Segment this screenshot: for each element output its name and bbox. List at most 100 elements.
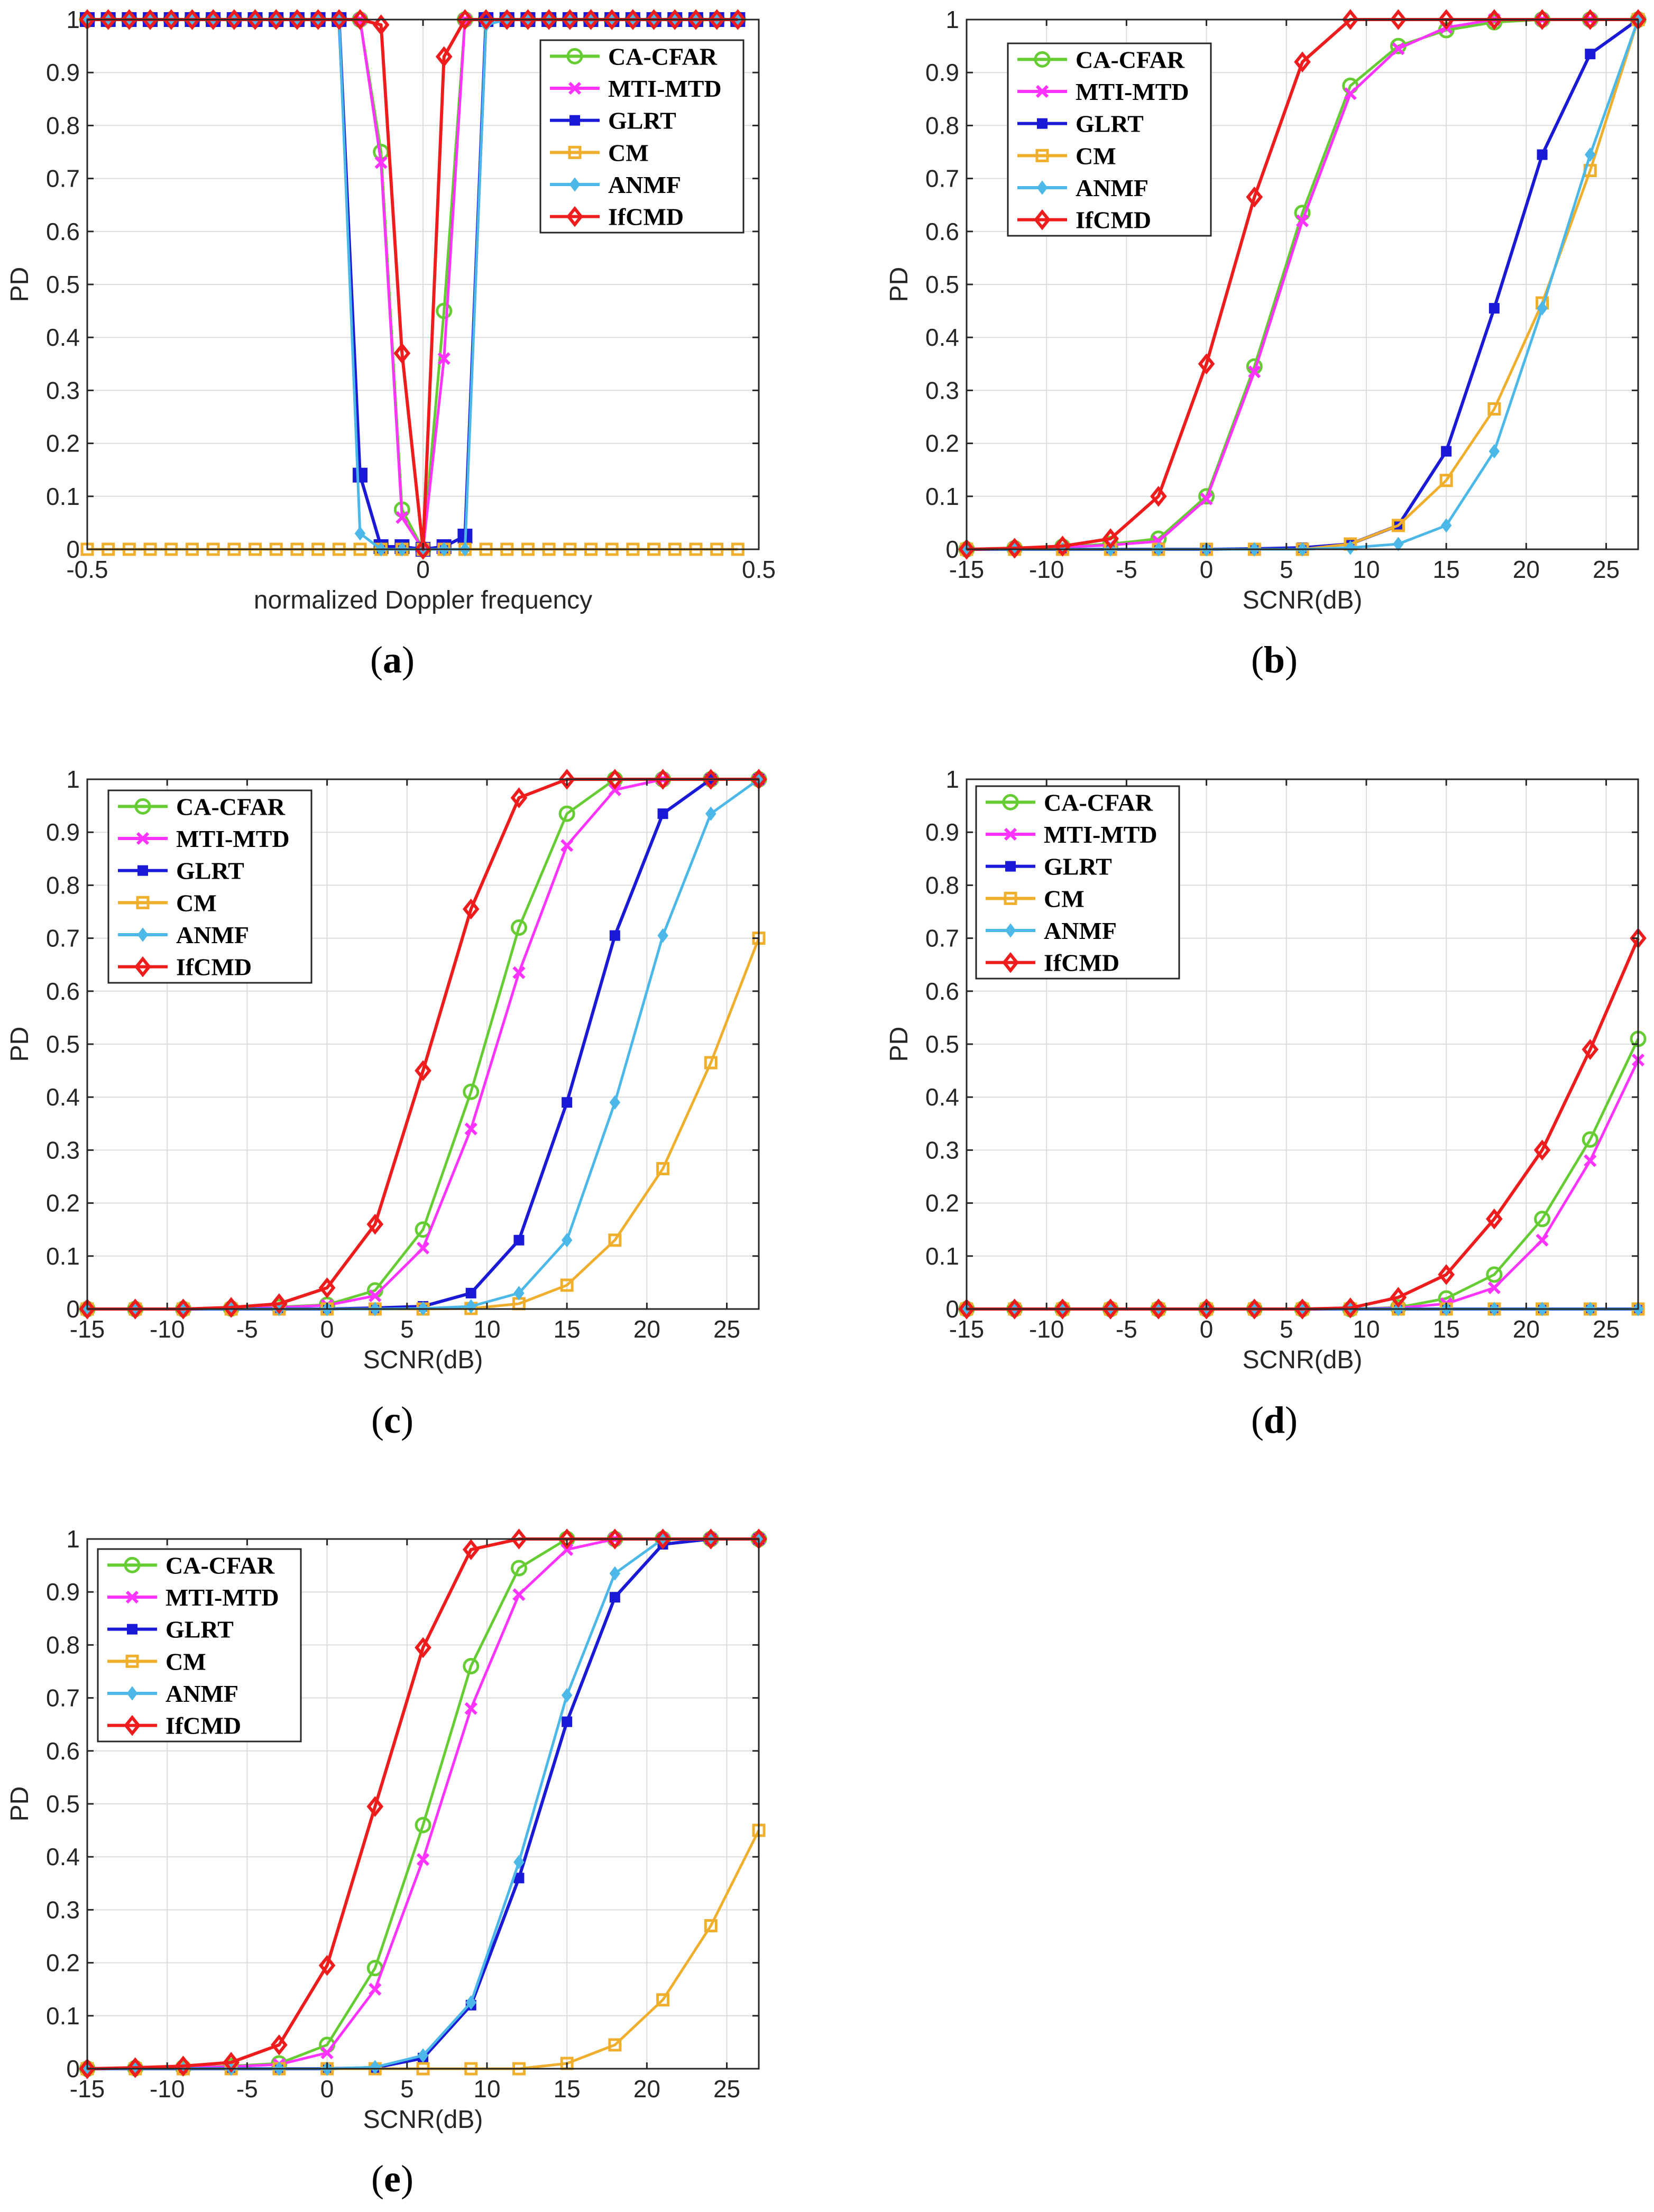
legend-marker (137, 865, 148, 876)
legend-entry-mti-mtd: MTI-MTD (107, 1584, 279, 1611)
legend-marker (124, 1715, 141, 1736)
legend-entry-cm: CM (986, 885, 1085, 912)
data-point-mti-mtd (437, 352, 451, 365)
y-tick-label: 0.8 (925, 112, 959, 139)
data-point-ifcmd (126, 2057, 144, 2078)
legend-marker (568, 81, 582, 95)
data-point-mti-mtd (1536, 1233, 1549, 1247)
data-point-mti-mtd (1200, 492, 1213, 505)
data-point-ifcmd (1006, 1298, 1023, 1320)
legend-label: GLRT (1044, 853, 1112, 880)
x-tick-label: -5 (1116, 1315, 1137, 1343)
y-tick-label: 0.4 (46, 1083, 80, 1111)
x-tick-label: -10 (1029, 1315, 1064, 1343)
legend-label: ANMF (1044, 917, 1117, 944)
x-tick-label: -0.5 (66, 556, 108, 583)
y-tick-label: 0.2 (46, 430, 80, 457)
y-tick-label: 0.7 (46, 1684, 80, 1712)
data-point-ifcmd (607, 769, 623, 790)
y-tick-label: 0.5 (46, 1790, 80, 1818)
x-tick-label: 25 (713, 1315, 740, 1343)
data-point-anmf (465, 1995, 476, 2010)
data-point-mti-mtd (608, 783, 621, 797)
legend-entry-anmf: ANMF (107, 1680, 238, 1707)
data-point-mti-mtd (560, 839, 574, 852)
legend-entry-anmf: ANMF (118, 921, 249, 948)
y-tick-label: 0.1 (925, 483, 959, 510)
legend-entry-cm: CM (1017, 142, 1116, 169)
x-tick-label: -15 (70, 2075, 105, 2103)
data-point-ifcmd (462, 898, 480, 920)
legend-marker (134, 798, 151, 815)
data-point-ifcmd (352, 9, 369, 30)
legend-label: GLRT (176, 858, 244, 884)
data-point-ifcmd (702, 769, 720, 790)
legend-marker (134, 956, 151, 978)
legend-box (107, 789, 313, 984)
legend-marker (569, 115, 580, 126)
legend: CA-CFAR MTI-MTD GLRT CM ANMF IfCMD (1007, 42, 1212, 237)
legend-entry-ca-cfar: CA-CFAR (107, 1552, 275, 1579)
data-point-ifcmd (318, 1277, 336, 1298)
x-tick-label: 0 (320, 1315, 334, 1343)
y-tick-label: 0 (66, 2055, 80, 2082)
data-point-mti-mtd (416, 1241, 430, 1255)
legend-marker (136, 896, 150, 909)
data-point-ifcmd (654, 1528, 672, 1550)
legend-marker (1035, 149, 1049, 162)
legend-entry-ifcmd: IfCMD (118, 954, 252, 981)
data-point-mti-mtd (1584, 1154, 1597, 1167)
subplot-caption-letter: e (384, 2158, 401, 2200)
subplot-caption: (d) (1251, 1399, 1298, 1441)
data-point-glrt (1488, 303, 1500, 314)
y-tick-label: 0.5 (46, 271, 80, 298)
data-point-ifcmd (958, 539, 975, 560)
data-point-glrt (465, 1287, 476, 1298)
legend-entry-mti-mtd: MTI-MTD (1017, 78, 1189, 105)
legend-entry-anmf: ANMF (986, 917, 1117, 944)
subplot-c: -15 -10 -5 0 5 10 15 20 25 0 0.1 0.2 0.3 0.4 0.5 0.6 0.7… (6, 766, 767, 1441)
x-tick-label: 10 (1353, 556, 1380, 583)
legend-box (975, 785, 1180, 980)
data-point-ca-cfar (510, 919, 527, 936)
data-point-mti-mtd (512, 966, 526, 979)
data-point-mti-mtd (1295, 214, 1309, 227)
legend-marker (1035, 85, 1049, 98)
data-point-mti-mtd (560, 1543, 574, 1556)
legend-entry-ifcmd: IfCMD (550, 204, 684, 231)
y-tick-label: 0.9 (46, 59, 80, 86)
x-tick-label: 5 (400, 1315, 414, 1343)
legend-label: ANMF (608, 171, 681, 198)
legend-label: CM (1044, 885, 1085, 912)
data-point-ca-cfar (1582, 1131, 1598, 1148)
subplot-d: -15 -10 -5 0 5 10 15 20 25 0 0.1 0.2 0.3 0.4 0.5 0.6 0.7… (885, 766, 1647, 1441)
legend-entry-ca-cfar: CA-CFAR (1017, 46, 1185, 73)
data-point-anmf (1345, 540, 1356, 555)
data-point-anmf (657, 928, 668, 943)
y-tick-label: 0.6 (46, 218, 80, 245)
y-axis-label: PD (6, 1786, 34, 1822)
data-point-ifcmd (330, 9, 348, 30)
subplot-caption-letter: b (1264, 639, 1285, 681)
data-point-mti-mtd (369, 1289, 382, 1303)
data-point-mti-mtd (374, 156, 388, 169)
data-point-ifcmd (1246, 186, 1263, 208)
legend-marker (569, 177, 581, 192)
data-point-mti-mtd (464, 1122, 477, 1136)
data-point-ifcmd (1102, 528, 1119, 549)
data-point-mti-mtd (320, 2046, 334, 2060)
legend: CA-CFAR MTI-MTD GLRT CM ANMF IfCMD (97, 1548, 302, 1743)
data-point-ifcmd (183, 9, 201, 30)
data-point-ifcmd (1533, 1139, 1551, 1161)
x-tick-label: -15 (949, 1315, 984, 1343)
y-tick-label: 0.2 (46, 1949, 80, 1977)
y-axis-label: PD (885, 267, 913, 302)
data-point-ifcmd (1390, 1287, 1407, 1308)
y-tick-label: 0.2 (925, 430, 959, 457)
y-tick-label: 0.4 (46, 1843, 80, 1870)
data-point-ifcmd (223, 2052, 240, 2073)
x-tick-label: 20 (1513, 1315, 1540, 1343)
legend-marker (566, 48, 583, 64)
x-tick-label: -5 (1116, 556, 1137, 583)
